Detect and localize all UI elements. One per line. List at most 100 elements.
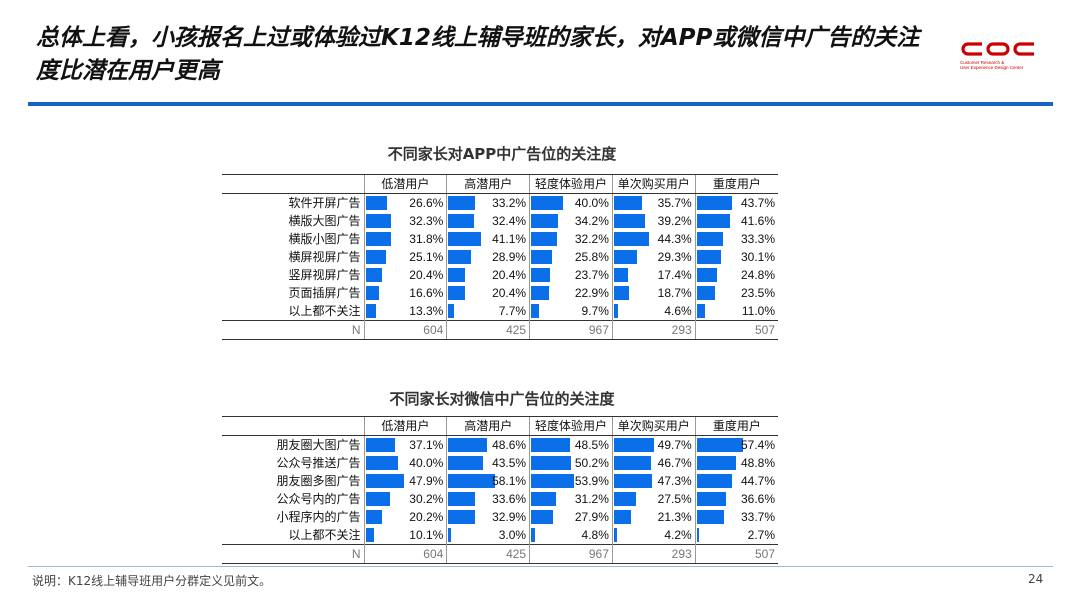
value-label: 28.9% — [492, 250, 527, 264]
data-cell: 33.2% — [446, 193, 530, 212]
data-cell: 27.5% — [611, 490, 696, 508]
row-label: 竖屏视屏广告 — [288, 268, 361, 282]
data-cell: 26.6% — [363, 193, 447, 212]
value-label: 29.3% — [657, 250, 692, 264]
value-bar — [365, 250, 386, 264]
value-label: 41.6% — [740, 214, 775, 228]
sample-size-cell: 604 — [363, 320, 447, 340]
data-cell: 23.7% — [529, 266, 613, 284]
value-bar — [696, 510, 724, 524]
table-row: 小程序内的广告 20.2% 32.9% 27.9% 21.3% 33.7% — [222, 508, 778, 526]
data-cell: 7.7% — [446, 302, 530, 321]
sample-size-cell: 507 — [694, 320, 778, 340]
value-label: 50.2% — [574, 456, 609, 470]
sample-size-cell: 604 — [363, 544, 447, 564]
data-cell: 20.2% — [363, 508, 447, 526]
sample-size-row: N 604 425 967 293 507 — [222, 320, 778, 340]
data-cell: 30.1% — [694, 248, 778, 266]
value-bar — [531, 528, 535, 542]
value-label: 7.7% — [498, 304, 527, 318]
value-label: 58.1% — [492, 474, 527, 488]
value-bar — [531, 304, 539, 318]
value-bar — [696, 528, 699, 542]
value-label: 27.5% — [657, 492, 692, 506]
table-row: 横版大图广告 32.3% 32.4% 34.2% 39.2% 41.6% — [222, 212, 778, 230]
value-bar — [448, 510, 475, 524]
value-bar — [365, 268, 382, 282]
value-label: 35.7% — [657, 196, 692, 210]
data-cell: 11.0% — [694, 302, 778, 321]
data-cell: 33.7% — [694, 508, 778, 526]
data-cell: 32.9% — [446, 508, 530, 526]
value-label: 31.2% — [574, 492, 609, 506]
value-bar — [531, 268, 551, 282]
data-cell: 33.3% — [694, 230, 778, 248]
data-cell: 2.7% — [694, 526, 778, 545]
value-bar — [365, 510, 382, 524]
column-header: 单次购买用户 — [611, 416, 696, 436]
column-header: 低潜用户 — [363, 416, 447, 436]
value-label: 18.7% — [657, 286, 692, 300]
data-cell: 29.3% — [611, 248, 696, 266]
data-cell: 44.7% — [694, 472, 778, 490]
value-bar — [613, 492, 636, 506]
value-bar — [448, 456, 484, 470]
data-cell: 58.1% — [446, 472, 530, 490]
value-bar — [613, 286, 629, 300]
value-label: 11.0% — [741, 304, 775, 318]
sample-size-cell: 293 — [611, 320, 696, 340]
value-label: 49.7% — [657, 438, 692, 452]
value-bar — [613, 438, 654, 452]
value-label: 44.3% — [657, 232, 692, 246]
value-label: 27.9% — [574, 510, 609, 524]
data-cell: 48.8% — [694, 454, 778, 472]
value-label: 57.4% — [740, 438, 775, 452]
row-label: 朋友圈多图广告 — [276, 474, 361, 488]
logo-subtitle: Customer Research & User Experience Desig… — [960, 60, 1024, 70]
data-cell: 28.9% — [446, 248, 530, 266]
value-bar — [696, 232, 724, 246]
header-divider — [28, 102, 1053, 106]
table-row: 公众号内的广告 30.2% 33.6% 31.2% 27.5% 36.6% — [222, 490, 778, 508]
value-bar — [531, 510, 554, 524]
value-label: 17.4% — [657, 268, 692, 282]
data-cell: 33.6% — [446, 490, 530, 508]
value-bar — [531, 474, 575, 488]
value-label: 30.2% — [409, 492, 444, 506]
value-label: 47.9% — [409, 474, 444, 488]
value-bar — [531, 492, 557, 506]
value-label: 32.3% — [409, 214, 444, 228]
data-cell: 23.5% — [694, 284, 778, 302]
data-cell: 43.7% — [694, 193, 778, 212]
value-label: 43.7% — [740, 196, 775, 210]
data-cell: 44.3% — [611, 230, 696, 248]
value-bar — [448, 196, 475, 210]
value-label: 44.7% — [740, 474, 775, 488]
value-label: 33.2% — [492, 196, 527, 210]
row-label: 横屏视屏广告 — [288, 250, 361, 264]
data-cell: 20.4% — [446, 266, 530, 284]
cdc-logo: Customer Research & User Experience Desig… — [960, 40, 1040, 70]
value-label: 48.8% — [740, 456, 775, 470]
row-label: 页面插屏广告 — [288, 286, 361, 300]
value-label: 39.2% — [657, 214, 692, 228]
data-cell: 27.9% — [529, 508, 613, 526]
data-cell: 31.8% — [363, 230, 447, 248]
sample-size-cell: 293 — [611, 544, 696, 564]
table-row: 横版小图广告 31.8% 41.1% 32.2% 44.3% 33.3% — [222, 230, 778, 248]
data-cell: 10.1% — [363, 526, 447, 545]
value-label: 2.7% — [747, 528, 775, 542]
sample-size-cell: 425 — [446, 320, 530, 340]
value-label: 20.4% — [492, 268, 527, 282]
row-label: 横版小图广告 — [288, 232, 361, 246]
row-label: 公众号内的广告 — [276, 492, 361, 506]
value-bar — [696, 286, 716, 300]
value-bar — [448, 286, 465, 300]
data-cell: 16.6% — [363, 284, 447, 302]
header-blank — [222, 416, 364, 436]
table-row: 以上都不关注 13.3% 7.7% 9.7% 4.6% 11.0% — [222, 302, 778, 321]
column-header: 低潜用户 — [363, 174, 447, 194]
value-bar — [613, 304, 618, 318]
value-label: 48.6% — [492, 438, 527, 452]
header-blank — [222, 174, 364, 194]
